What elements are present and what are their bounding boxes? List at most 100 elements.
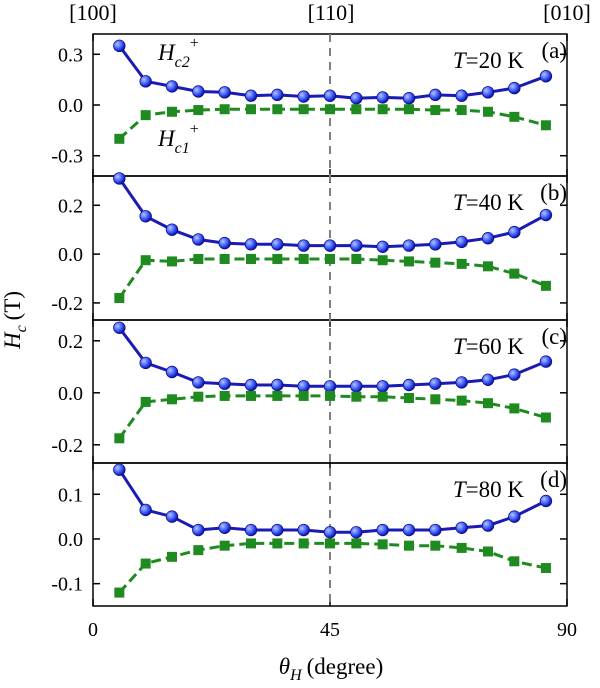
x-axis-label: θH (degree) xyxy=(279,654,383,684)
panel-a-hc1-point xyxy=(193,105,204,116)
panel-c-hc2-point xyxy=(244,378,258,392)
panel-d-ytick-label: -0.1 xyxy=(51,574,83,596)
panel-c-hc2-point xyxy=(218,377,231,390)
panel-b-hc1-point xyxy=(351,253,362,264)
panel-d-ytick-label: 0.0 xyxy=(58,529,83,551)
panel-a-hc1-point xyxy=(351,104,362,115)
panel-d-hc2-point xyxy=(402,523,416,537)
panel-c-hc2-point xyxy=(455,376,468,389)
panel-d-label: (d) xyxy=(540,467,567,492)
panel-c-temperature: T=60 K xyxy=(453,334,525,359)
panel-c-hc2-point xyxy=(192,376,205,389)
y-axis-subscript: c xyxy=(13,325,30,332)
panel-a-hc2-point xyxy=(139,75,152,88)
panel-a-hc2-point xyxy=(481,86,495,99)
panel-a-hc1-point xyxy=(377,104,388,115)
panel-c-hc1-point xyxy=(377,391,388,402)
panel-c-hc1-point xyxy=(325,390,335,401)
panel-d-hc1-point xyxy=(404,540,414,551)
top-label-110: [110] xyxy=(308,0,355,25)
legend-hc1: Hc1+ xyxy=(157,121,199,157)
panel-a-hc1-point xyxy=(219,104,230,115)
panel-d-hc2-point xyxy=(192,523,205,537)
panel-c-hc1-point xyxy=(219,390,230,401)
panel-d-hc1-point xyxy=(456,542,467,553)
panel-a-hc1-point xyxy=(298,104,309,115)
panel-a-hc1-point xyxy=(246,104,256,115)
panel-d-hc1-point xyxy=(351,538,362,549)
panel-c-hc2-point xyxy=(271,378,284,392)
panel-b-hc2-point xyxy=(508,225,521,239)
panel-c-ytick-label: -0.2 xyxy=(51,435,83,457)
x-tick-label: 45 xyxy=(320,619,340,641)
panel-d-hc2-point xyxy=(429,523,442,537)
panel-b-hc2-point xyxy=(297,239,310,252)
panel-b-hc2-point xyxy=(244,238,258,251)
panel-a-hc1-point xyxy=(272,104,283,115)
panel-d-hc2-point xyxy=(113,463,126,476)
x-axis-symbol: θ xyxy=(279,654,290,679)
panel-a-hc2-point xyxy=(297,90,310,103)
panel-a-ytick-label: 0.0 xyxy=(58,95,83,117)
panel-d-hc1-point xyxy=(430,540,441,551)
panel-d-hc2-point xyxy=(244,523,258,537)
panel-c-hc1-point xyxy=(140,396,151,407)
panel-c-hc2-point xyxy=(350,380,363,393)
legend-hc1-symbol: H xyxy=(157,126,176,151)
panel-c-hc1-point xyxy=(540,412,551,423)
panel-b-hc2-point xyxy=(323,239,337,252)
panel-a-hc2-point xyxy=(429,88,442,102)
panel-b-hc1-point xyxy=(272,253,283,264)
panel-c-hc2-point xyxy=(429,377,442,390)
panel-c-hc1-point xyxy=(298,390,309,401)
panel-b-hc2-point xyxy=(218,236,231,250)
panel-a-hc1-point xyxy=(430,105,441,116)
panel-b-temperature-symbol: T xyxy=(453,190,468,215)
panel-a-hc2-point xyxy=(165,80,179,93)
x-tick-label: 0 xyxy=(88,619,98,641)
panel-a-hc2-point xyxy=(350,92,363,105)
panel-b-hc2-point xyxy=(192,233,205,246)
panel-b-hc1-point xyxy=(114,293,125,304)
panel-c-hc1-point xyxy=(483,398,493,409)
panel-d-hc1-point xyxy=(298,538,309,549)
panel-a-hc1-point xyxy=(483,106,493,117)
panel-a-hc1-point xyxy=(140,110,151,121)
panel-c-hc1-point xyxy=(193,391,204,402)
panel-a-hc1-point xyxy=(540,120,551,131)
panel-c-hc2-point xyxy=(323,380,337,393)
panel-d-hc1-point xyxy=(377,539,388,550)
panel-a-hc2-point xyxy=(508,81,521,95)
panel-c-ytick-label: 0.2 xyxy=(58,331,83,353)
panel-b-hc1-point xyxy=(325,253,335,264)
x-axis-subscript: H xyxy=(289,667,303,684)
panel-a-hc1-point xyxy=(509,111,520,122)
legend-hc1-subscript: c1 xyxy=(175,140,190,157)
panel-c-temperature-value: =60 K xyxy=(466,334,525,359)
panel-a-hc1-point xyxy=(325,104,335,115)
panel-c-hc2-point xyxy=(402,378,416,392)
panel-c-hc1-point xyxy=(509,403,520,414)
legend-hc1-superscript: + xyxy=(190,121,199,138)
panel-c-hc1-point xyxy=(272,390,283,401)
panel-d-hc1-point xyxy=(540,563,551,574)
panel-b-ytick-label: -0.2 xyxy=(51,293,83,315)
panel-a-hc2-point xyxy=(113,39,126,53)
panel-b-hc2-point xyxy=(113,172,126,185)
y-axis-unit: (T) xyxy=(0,291,25,320)
panel-b-ytick-label: 0.0 xyxy=(58,244,83,266)
panel-b-hc2-point xyxy=(429,238,442,251)
panel-c-hc1-point xyxy=(456,395,467,406)
panel-b-hc1-point xyxy=(404,256,414,267)
panel-d-hc2-point xyxy=(271,523,284,537)
panel-c-hc2-point xyxy=(297,380,310,393)
panel-d-hc2-point xyxy=(539,494,553,508)
panel-d-hc2-point xyxy=(376,523,389,537)
panel-a-temperature-value: =20 K xyxy=(466,48,525,73)
panel-d-hc2-point xyxy=(455,521,468,534)
panel-c-ytick-label: 0.0 xyxy=(58,383,83,405)
panel-d-hc1-point xyxy=(140,558,151,569)
panel-c-hc1-point xyxy=(246,390,256,401)
panel-b-ytick-label: 0.2 xyxy=(58,195,83,217)
